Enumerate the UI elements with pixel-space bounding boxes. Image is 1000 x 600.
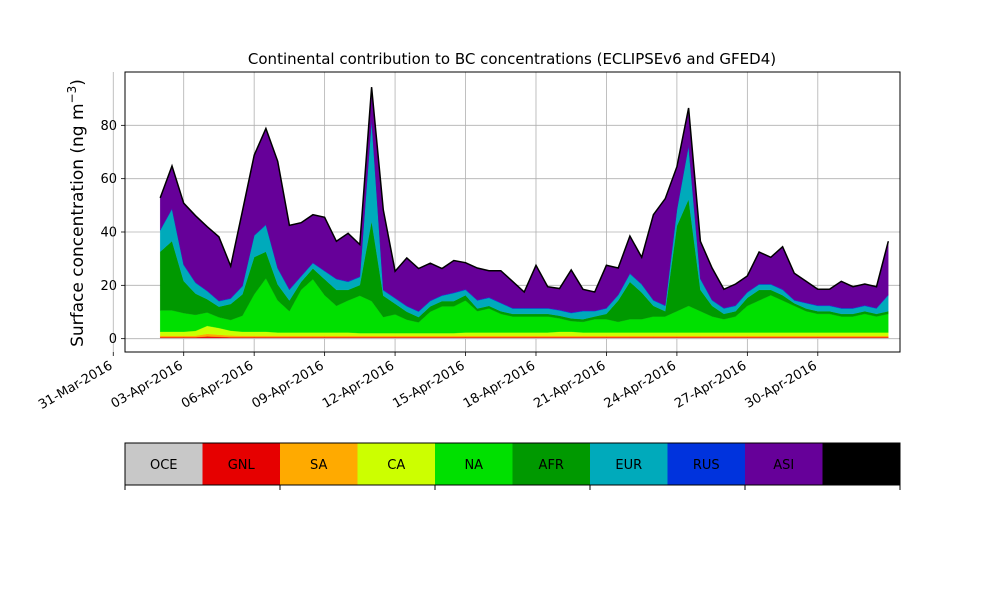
y-tick-label: 60 (100, 172, 117, 187)
legend-label-ca: CA (387, 458, 405, 473)
y-tick-label: 80 (100, 119, 117, 134)
legend-label-eur: EUR (615, 458, 642, 473)
x-tick-label: 18-Apr-2016 (461, 358, 538, 411)
legend-label-rus: RUS (693, 458, 720, 473)
svg-text:Surface concentration (ng m−3): Surface concentration (ng m−3) (65, 79, 88, 347)
legend-swatch-asi (745, 443, 823, 485)
legend-frame (124, 442, 901, 486)
x-tick-label: 09-Apr-2016 (250, 358, 327, 411)
y-axis-label: Surface concentration (ng m−3) (65, 79, 88, 347)
y-axis-label-close: ) (68, 79, 88, 86)
legend-swatch-sa (280, 443, 358, 485)
x-tick-label: 15-Apr-2016 (390, 358, 467, 411)
y-axis-label-text: Surface concentration (ng m (68, 103, 88, 346)
legend-label-na: NA (464, 458, 483, 473)
plot-frame (124, 71, 901, 353)
chart-title: Continental contribution to BC concentra… (248, 50, 776, 68)
total-outline (159, 87, 890, 294)
y-tick-label: 20 (100, 279, 117, 294)
legend-swatch-aus (822, 443, 901, 485)
x-tick-label: 06-Apr-2016 (179, 358, 256, 411)
legend-swatch-eur (590, 443, 668, 485)
x-tick-label: 12-Apr-2016 (320, 358, 397, 411)
x-tick-label: 21-Apr-2016 (531, 358, 608, 411)
legend-swatch-rus (667, 443, 746, 485)
total-line (159, 87, 890, 294)
legend: OCE GNL SA CA NA AFR EUR RUS ASI AUS (124, 442, 901, 490)
x-tick-label: 27-Apr-2016 (672, 358, 749, 411)
legend-swatch-ca (357, 443, 436, 485)
y-axis-label-sup: −3 (65, 86, 79, 104)
x-tick-label: 24-Apr-2016 (602, 358, 679, 411)
stacked-areas (160, 87, 889, 339)
y-tick-label: 40 (100, 226, 117, 241)
legend-swatch-na (435, 443, 513, 485)
legend-label-afr: AFR (539, 458, 564, 473)
x-tick-label: 31-Mar-2016 (36, 358, 115, 412)
legend-label-sa: SA (310, 458, 327, 473)
legend-swatch-gnl (202, 443, 281, 485)
legend-swatch-oce (125, 443, 203, 485)
x-tick-label: 30-Apr-2016 (743, 358, 820, 411)
legend-label-asi: ASI (773, 458, 794, 473)
y-tick-label: 0 (109, 332, 117, 347)
legend-label-oce: OCE (150, 458, 178, 473)
x-tick-label: 03-Apr-2016 (109, 358, 186, 411)
legend-label-aus: AUS (848, 458, 875, 473)
legend-swatch-afr (512, 443, 591, 485)
legend-label-gnl: GNL (228, 458, 256, 473)
